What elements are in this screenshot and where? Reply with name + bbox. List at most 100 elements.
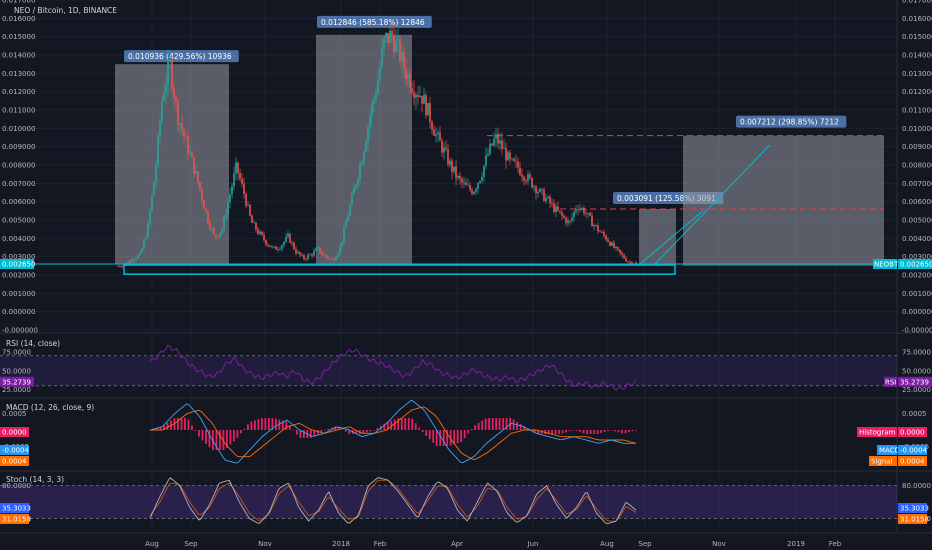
- price-candle: [563, 215, 565, 218]
- macd-histogram-bar: [523, 426, 526, 430]
- price-candle: [625, 258, 627, 262]
- price-candle: [237, 162, 239, 174]
- price-candle: [607, 239, 609, 242]
- price-candle: [347, 215, 349, 222]
- price-candle: [405, 68, 407, 79]
- macd-histogram-bar: [589, 430, 592, 434]
- price-candle: [543, 189, 545, 202]
- macd-histogram-bar: [334, 426, 337, 430]
- y-tick-label-right: 0.005000: [902, 217, 932, 225]
- price-candle: [203, 200, 205, 209]
- price-tag-right-bg: [898, 259, 932, 269]
- y-tick-label-left: 0.003000: [2, 253, 35, 261]
- price-candle: [519, 167, 521, 175]
- macd-histogram-bar: [316, 430, 319, 435]
- price-candle: [459, 175, 461, 179]
- price-candle: [181, 123, 183, 130]
- price-candle: [165, 84, 167, 94]
- macd-histogram-bar: [400, 418, 403, 430]
- indicator-panes: RSI (14, close) MACD (12, 26, close, 9) St…: [0, 339, 897, 524]
- price-candle: [599, 231, 601, 233]
- stoch-tag-left-bg: [0, 514, 29, 524]
- macd-histogram-bar: [295, 430, 298, 435]
- macd-histogram-bar: [243, 428, 246, 430]
- macd-histogram-bar: [414, 423, 417, 430]
- price-candle: [433, 129, 435, 136]
- macd-histogram-bar: [498, 418, 501, 430]
- price-candle: [303, 255, 305, 259]
- price-candle: [189, 152, 191, 154]
- macd-histogram-bar: [180, 418, 183, 430]
- ticker-tag: NEOBTC: [874, 261, 903, 269]
- price-candle: [311, 254, 313, 256]
- macd-histogram-bar: [267, 418, 270, 430]
- price-candle: [327, 257, 329, 259]
- price-candle: [161, 100, 163, 121]
- price-candle: [627, 261, 629, 263]
- macd-histogram-bar: [516, 421, 519, 430]
- stoch-tag-right: 31.0158: [900, 516, 929, 524]
- price-candle: [183, 129, 185, 137]
- price-candle: [177, 101, 179, 125]
- price-candle: [119, 265, 121, 267]
- macd-histogram-bar: [575, 430, 578, 431]
- price-candle: [173, 88, 175, 98]
- y-tick-label-right: 0.016000: [902, 15, 932, 23]
- price-candle: [461, 178, 463, 183]
- price-candle: [317, 247, 319, 249]
- macd-histogram-bar: [344, 430, 347, 432]
- price-candle: [353, 188, 355, 194]
- macd-histogram-bar: [330, 427, 333, 430]
- price-candle: [573, 211, 575, 218]
- price-candle: [225, 214, 227, 218]
- measure-label: 0.003091 (125.58%) 3091: [617, 194, 716, 203]
- price-candle: [257, 229, 259, 234]
- macd-histogram-bar: [337, 427, 340, 430]
- stoch-d-line: [149, 479, 637, 523]
- price-candle: [169, 60, 171, 62]
- y-tick-label-left: 0.009000: [2, 143, 35, 151]
- price-candle: [583, 208, 585, 214]
- price-candle: [363, 151, 365, 163]
- price-candle: [545, 197, 547, 202]
- stoch-tick-left: 80.0000: [2, 482, 31, 490]
- price-candle: [207, 212, 209, 223]
- price-candle: [139, 252, 141, 256]
- rsi-name-tag: RSI: [885, 378, 896, 386]
- price-candle: [581, 208, 583, 209]
- price-candle: [541, 188, 543, 190]
- rsi-value-tag-right: 35.2739: [900, 378, 929, 386]
- y-tick-label-left: 0.001000: [2, 290, 35, 298]
- macd-histogram-bar: [537, 430, 540, 434]
- price-candle: [349, 204, 351, 216]
- rsi-tick-left: 75.0000: [2, 349, 31, 357]
- price-candle: [593, 225, 595, 227]
- rsi-line: [149, 344, 637, 392]
- price-candle: [151, 194, 153, 211]
- price-candle: [243, 183, 245, 194]
- price-candle: [403, 51, 405, 69]
- price-candle: [289, 233, 291, 243]
- rsi-band: [0, 355, 897, 386]
- price-candle: [145, 237, 147, 240]
- price-candle: [467, 184, 469, 186]
- macd-histogram-bar: [383, 423, 386, 430]
- macd-tag-right-bg: [898, 445, 927, 455]
- y-tick-label-left: 0.002000: [2, 272, 35, 280]
- y-tick-label-right: 0.006000: [902, 198, 932, 206]
- price-candle: [611, 242, 613, 246]
- price-candle: [341, 241, 343, 247]
- macd-histogram-bar: [467, 430, 470, 434]
- price-candle: [483, 165, 485, 177]
- rsi-value-tag-left-bg: [0, 376, 34, 387]
- price-candle: [201, 189, 203, 201]
- price-candle: [393, 35, 395, 52]
- x-tick-label: Nov: [712, 540, 726, 548]
- price-candle: [277, 249, 279, 250]
- price-candle: [209, 222, 211, 229]
- price-candle: [261, 231, 263, 235]
- macd-name-tag: Signal: [871, 458, 893, 466]
- y-tick-label-left: 0.010000: [2, 125, 35, 133]
- price-candle: [565, 217, 567, 224]
- price-candle: [285, 236, 287, 242]
